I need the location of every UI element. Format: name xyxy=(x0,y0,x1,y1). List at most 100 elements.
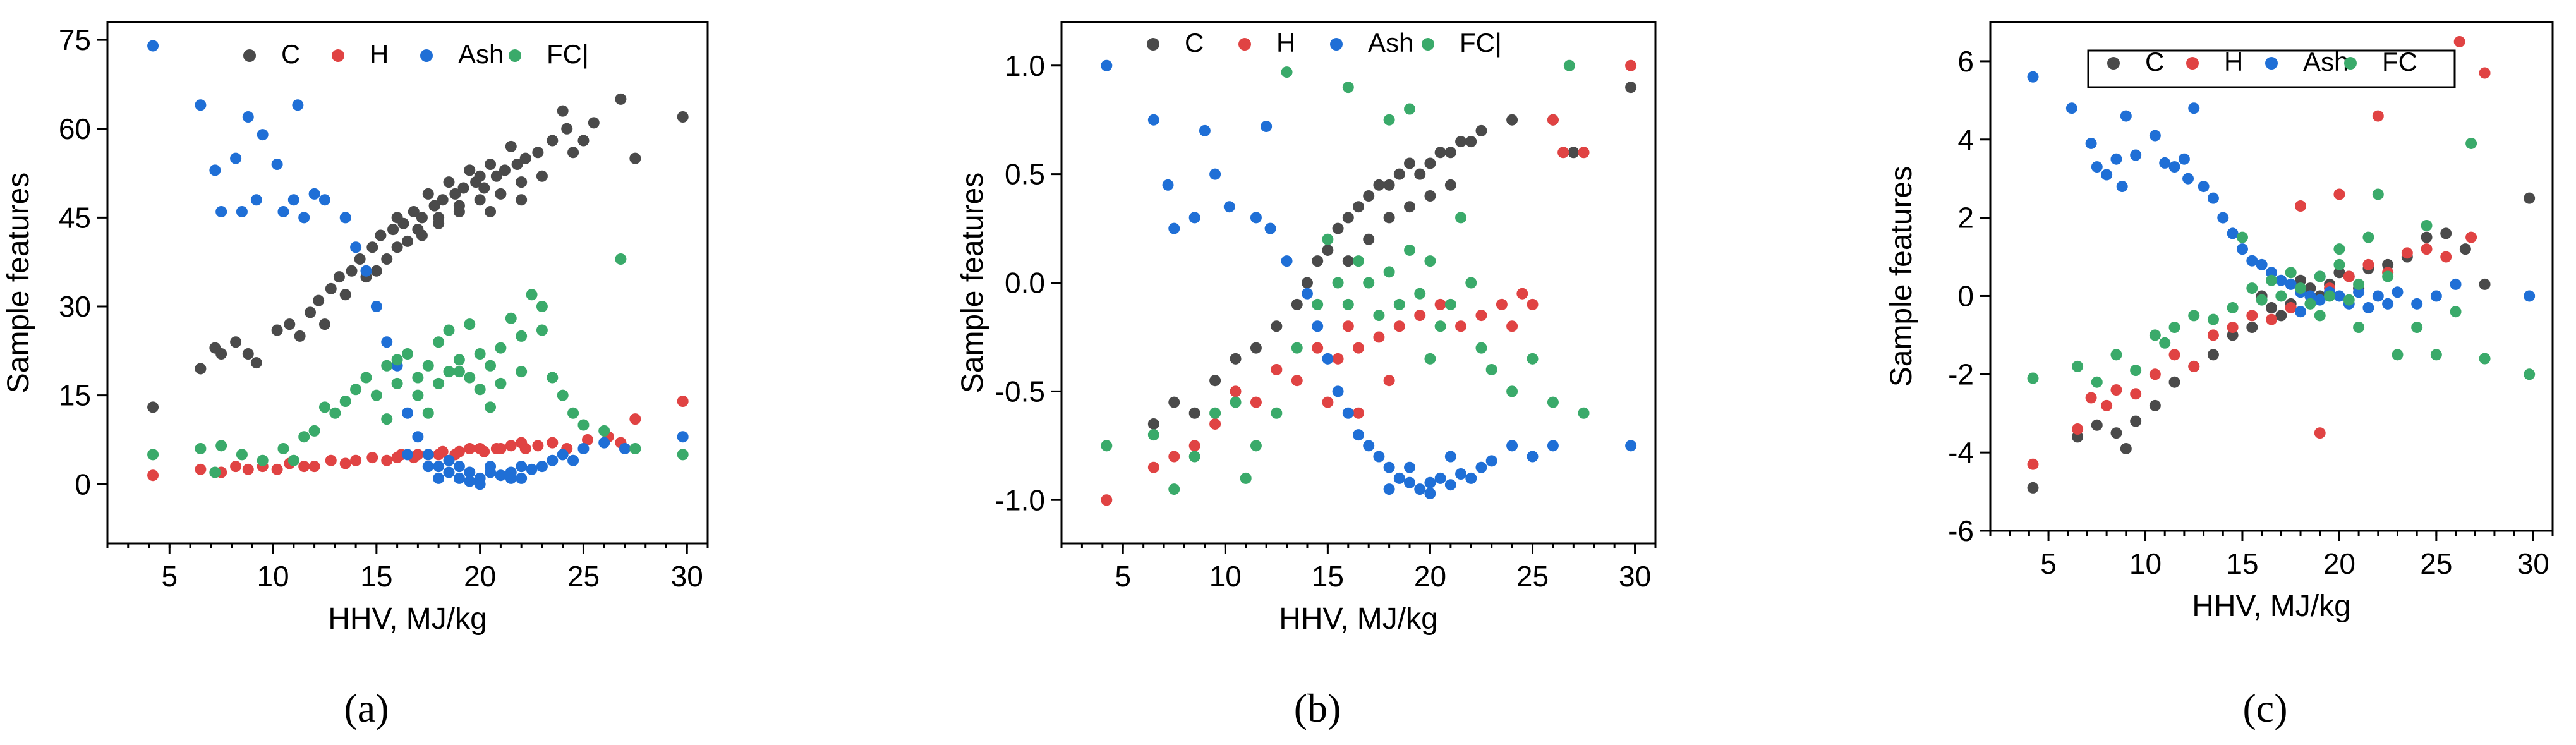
data-point-h xyxy=(2110,384,2122,396)
data-point-c xyxy=(2027,482,2039,494)
data-point-fc xyxy=(209,466,221,478)
data-point-c xyxy=(567,147,579,159)
data-point-fc xyxy=(2246,282,2258,294)
y-tick-label: 45 xyxy=(59,201,91,234)
data-point-ash xyxy=(1250,212,1262,224)
data-point-c xyxy=(1383,212,1395,224)
x-axis-title: HHV, MJ/kg xyxy=(328,602,487,636)
data-point-ash xyxy=(1209,168,1221,180)
data-point-h xyxy=(495,443,507,454)
data-point-h xyxy=(391,452,403,464)
data-point-h xyxy=(2479,67,2491,79)
data-point-c xyxy=(230,336,242,348)
data-point-fc xyxy=(615,253,627,265)
data-point-ash xyxy=(1363,440,1375,452)
x-tick-label: 5 xyxy=(161,560,178,593)
data-point-c xyxy=(2266,302,2277,314)
series-fc xyxy=(147,253,689,478)
data-point-ash xyxy=(360,265,372,277)
y-tick-label: 6 xyxy=(1957,45,1974,78)
x-tick-label: 30 xyxy=(671,560,703,593)
data-point-h xyxy=(242,463,254,475)
data-point-fc xyxy=(1291,342,1303,354)
data-point-h xyxy=(2130,388,2142,400)
data-point-c xyxy=(485,159,497,170)
data-point-ash xyxy=(350,241,362,253)
data-point-fc xyxy=(1353,255,1364,267)
data-point-ash xyxy=(298,212,310,224)
data-point-ash xyxy=(209,164,221,176)
data-point-c xyxy=(416,212,428,224)
legend-label: Ash xyxy=(1368,28,1413,58)
data-point-fc xyxy=(464,372,476,384)
data-point-fc xyxy=(257,454,269,466)
data-point-ash xyxy=(1404,461,1416,473)
data-point-ash xyxy=(402,449,413,461)
data-point-fc xyxy=(1342,82,1354,94)
data-point-h xyxy=(2343,270,2355,282)
y-tick-label: 0 xyxy=(1957,279,1974,312)
data-point-fc xyxy=(422,407,434,419)
data-point-c xyxy=(2130,415,2142,427)
plot-frame xyxy=(106,21,709,545)
data-point-ash xyxy=(2065,102,2077,114)
data-point-ash xyxy=(619,443,631,454)
series-fc xyxy=(1101,59,1590,495)
data-point-c xyxy=(294,330,306,342)
data-point-h xyxy=(1434,298,1446,310)
data-point-fc xyxy=(443,324,455,336)
data-point-c xyxy=(2524,192,2536,204)
data-point-ash xyxy=(1281,255,1293,267)
data-point-c xyxy=(2459,243,2471,255)
data-point-fc xyxy=(485,360,497,372)
data-point-c xyxy=(577,135,590,147)
data-point-fc xyxy=(1281,66,1293,78)
data-point-c xyxy=(250,357,262,369)
data-point-fc xyxy=(1373,310,1385,322)
data-point-c xyxy=(2421,231,2433,243)
data-point-ash xyxy=(453,472,465,484)
data-point-fc xyxy=(2285,267,2297,279)
data-point-c xyxy=(2149,399,2161,411)
data-point-ash xyxy=(1101,59,1113,71)
data-point-fc xyxy=(577,419,590,431)
data-point-fc xyxy=(2110,349,2122,361)
data-point-h xyxy=(1496,298,1508,310)
data-point-fc xyxy=(629,443,641,454)
data-point-ash xyxy=(2333,290,2345,302)
data-point-fc xyxy=(2295,282,2307,294)
data-point-ash xyxy=(1373,451,1385,463)
data-point-c xyxy=(499,164,511,176)
data-point-h xyxy=(1557,147,1569,159)
legend-marker xyxy=(1422,38,1434,51)
data-point-c xyxy=(339,289,351,301)
data-point-c xyxy=(2304,282,2316,294)
data-point-h xyxy=(1322,396,1334,408)
data-point-fc xyxy=(1444,298,1456,310)
data-point-c xyxy=(505,140,517,152)
data-point-ash xyxy=(402,407,413,419)
data-point-c xyxy=(433,217,445,229)
data-point-c xyxy=(1373,179,1385,191)
data-point-ash xyxy=(2295,306,2307,318)
x-tick-label: 10 xyxy=(1209,560,1242,593)
legend-marker xyxy=(420,49,433,62)
plot-frame xyxy=(1989,21,2554,532)
data-point-h xyxy=(366,452,378,464)
data-point-ash xyxy=(422,449,434,461)
data-point-fc xyxy=(1188,451,1200,463)
data-point-h xyxy=(1506,320,1518,332)
legend-label: H xyxy=(370,39,389,69)
data-point-ash xyxy=(1301,288,1313,300)
data-point-ash xyxy=(485,461,497,473)
data-point-ash xyxy=(1393,472,1405,484)
data-point-h xyxy=(2168,349,2180,361)
data-point-c xyxy=(1147,418,1159,430)
data-point-ash xyxy=(1434,472,1446,484)
data-point-fc xyxy=(360,372,372,384)
data-point-fc xyxy=(1485,364,1497,375)
data-point-ash xyxy=(1414,483,1426,495)
data-point-h xyxy=(2227,322,2239,333)
y-tick-label: 75 xyxy=(59,23,91,56)
data-point-h xyxy=(2027,458,2039,470)
